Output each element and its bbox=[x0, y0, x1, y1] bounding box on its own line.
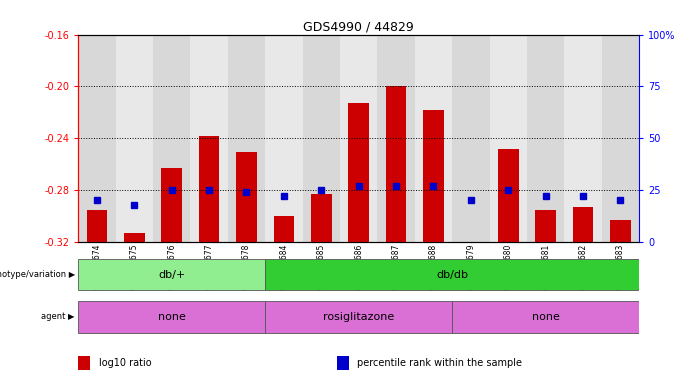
Bar bbox=[348, 103, 369, 242]
Bar bbox=[602, 35, 639, 242]
Text: log10 ratio: log10 ratio bbox=[99, 358, 151, 368]
Text: db/db: db/db bbox=[436, 270, 469, 280]
Bar bbox=[190, 35, 228, 242]
Bar bbox=[386, 86, 407, 242]
Bar bbox=[199, 136, 220, 242]
Bar bbox=[116, 35, 153, 242]
Bar bbox=[161, 168, 182, 242]
Bar bbox=[377, 35, 415, 242]
Bar bbox=[228, 35, 265, 242]
Bar bbox=[535, 210, 556, 242]
Bar bbox=[415, 35, 452, 242]
Bar bbox=[273, 216, 294, 242]
Bar bbox=[311, 194, 332, 242]
Bar bbox=[340, 35, 377, 242]
Bar bbox=[265, 35, 303, 242]
Bar bbox=[610, 220, 631, 242]
Bar bbox=[423, 110, 444, 242]
Bar bbox=[78, 259, 265, 290]
Text: percentile rank within the sample: percentile rank within the sample bbox=[357, 358, 522, 368]
Bar bbox=[490, 35, 527, 242]
Bar bbox=[124, 233, 145, 242]
Text: none: none bbox=[532, 312, 560, 322]
Bar bbox=[78, 301, 265, 333]
Bar bbox=[527, 35, 564, 242]
Bar bbox=[573, 207, 594, 242]
Title: GDS4990 / 44829: GDS4990 / 44829 bbox=[303, 20, 414, 33]
Bar bbox=[153, 35, 190, 242]
Bar bbox=[303, 35, 340, 242]
Text: none: none bbox=[158, 312, 186, 322]
Bar bbox=[265, 301, 452, 333]
Text: agent ▶: agent ▶ bbox=[41, 312, 75, 321]
Text: rosiglitazone: rosiglitazone bbox=[323, 312, 394, 322]
Bar bbox=[564, 35, 602, 242]
Text: genotype/variation ▶: genotype/variation ▶ bbox=[0, 270, 75, 279]
Text: db/+: db/+ bbox=[158, 270, 186, 280]
Bar bbox=[86, 210, 107, 242]
Bar bbox=[452, 301, 639, 333]
Bar bbox=[498, 149, 519, 242]
Bar bbox=[78, 35, 116, 242]
Bar bbox=[452, 35, 490, 242]
Bar bbox=[236, 152, 257, 242]
Bar bbox=[265, 259, 639, 290]
